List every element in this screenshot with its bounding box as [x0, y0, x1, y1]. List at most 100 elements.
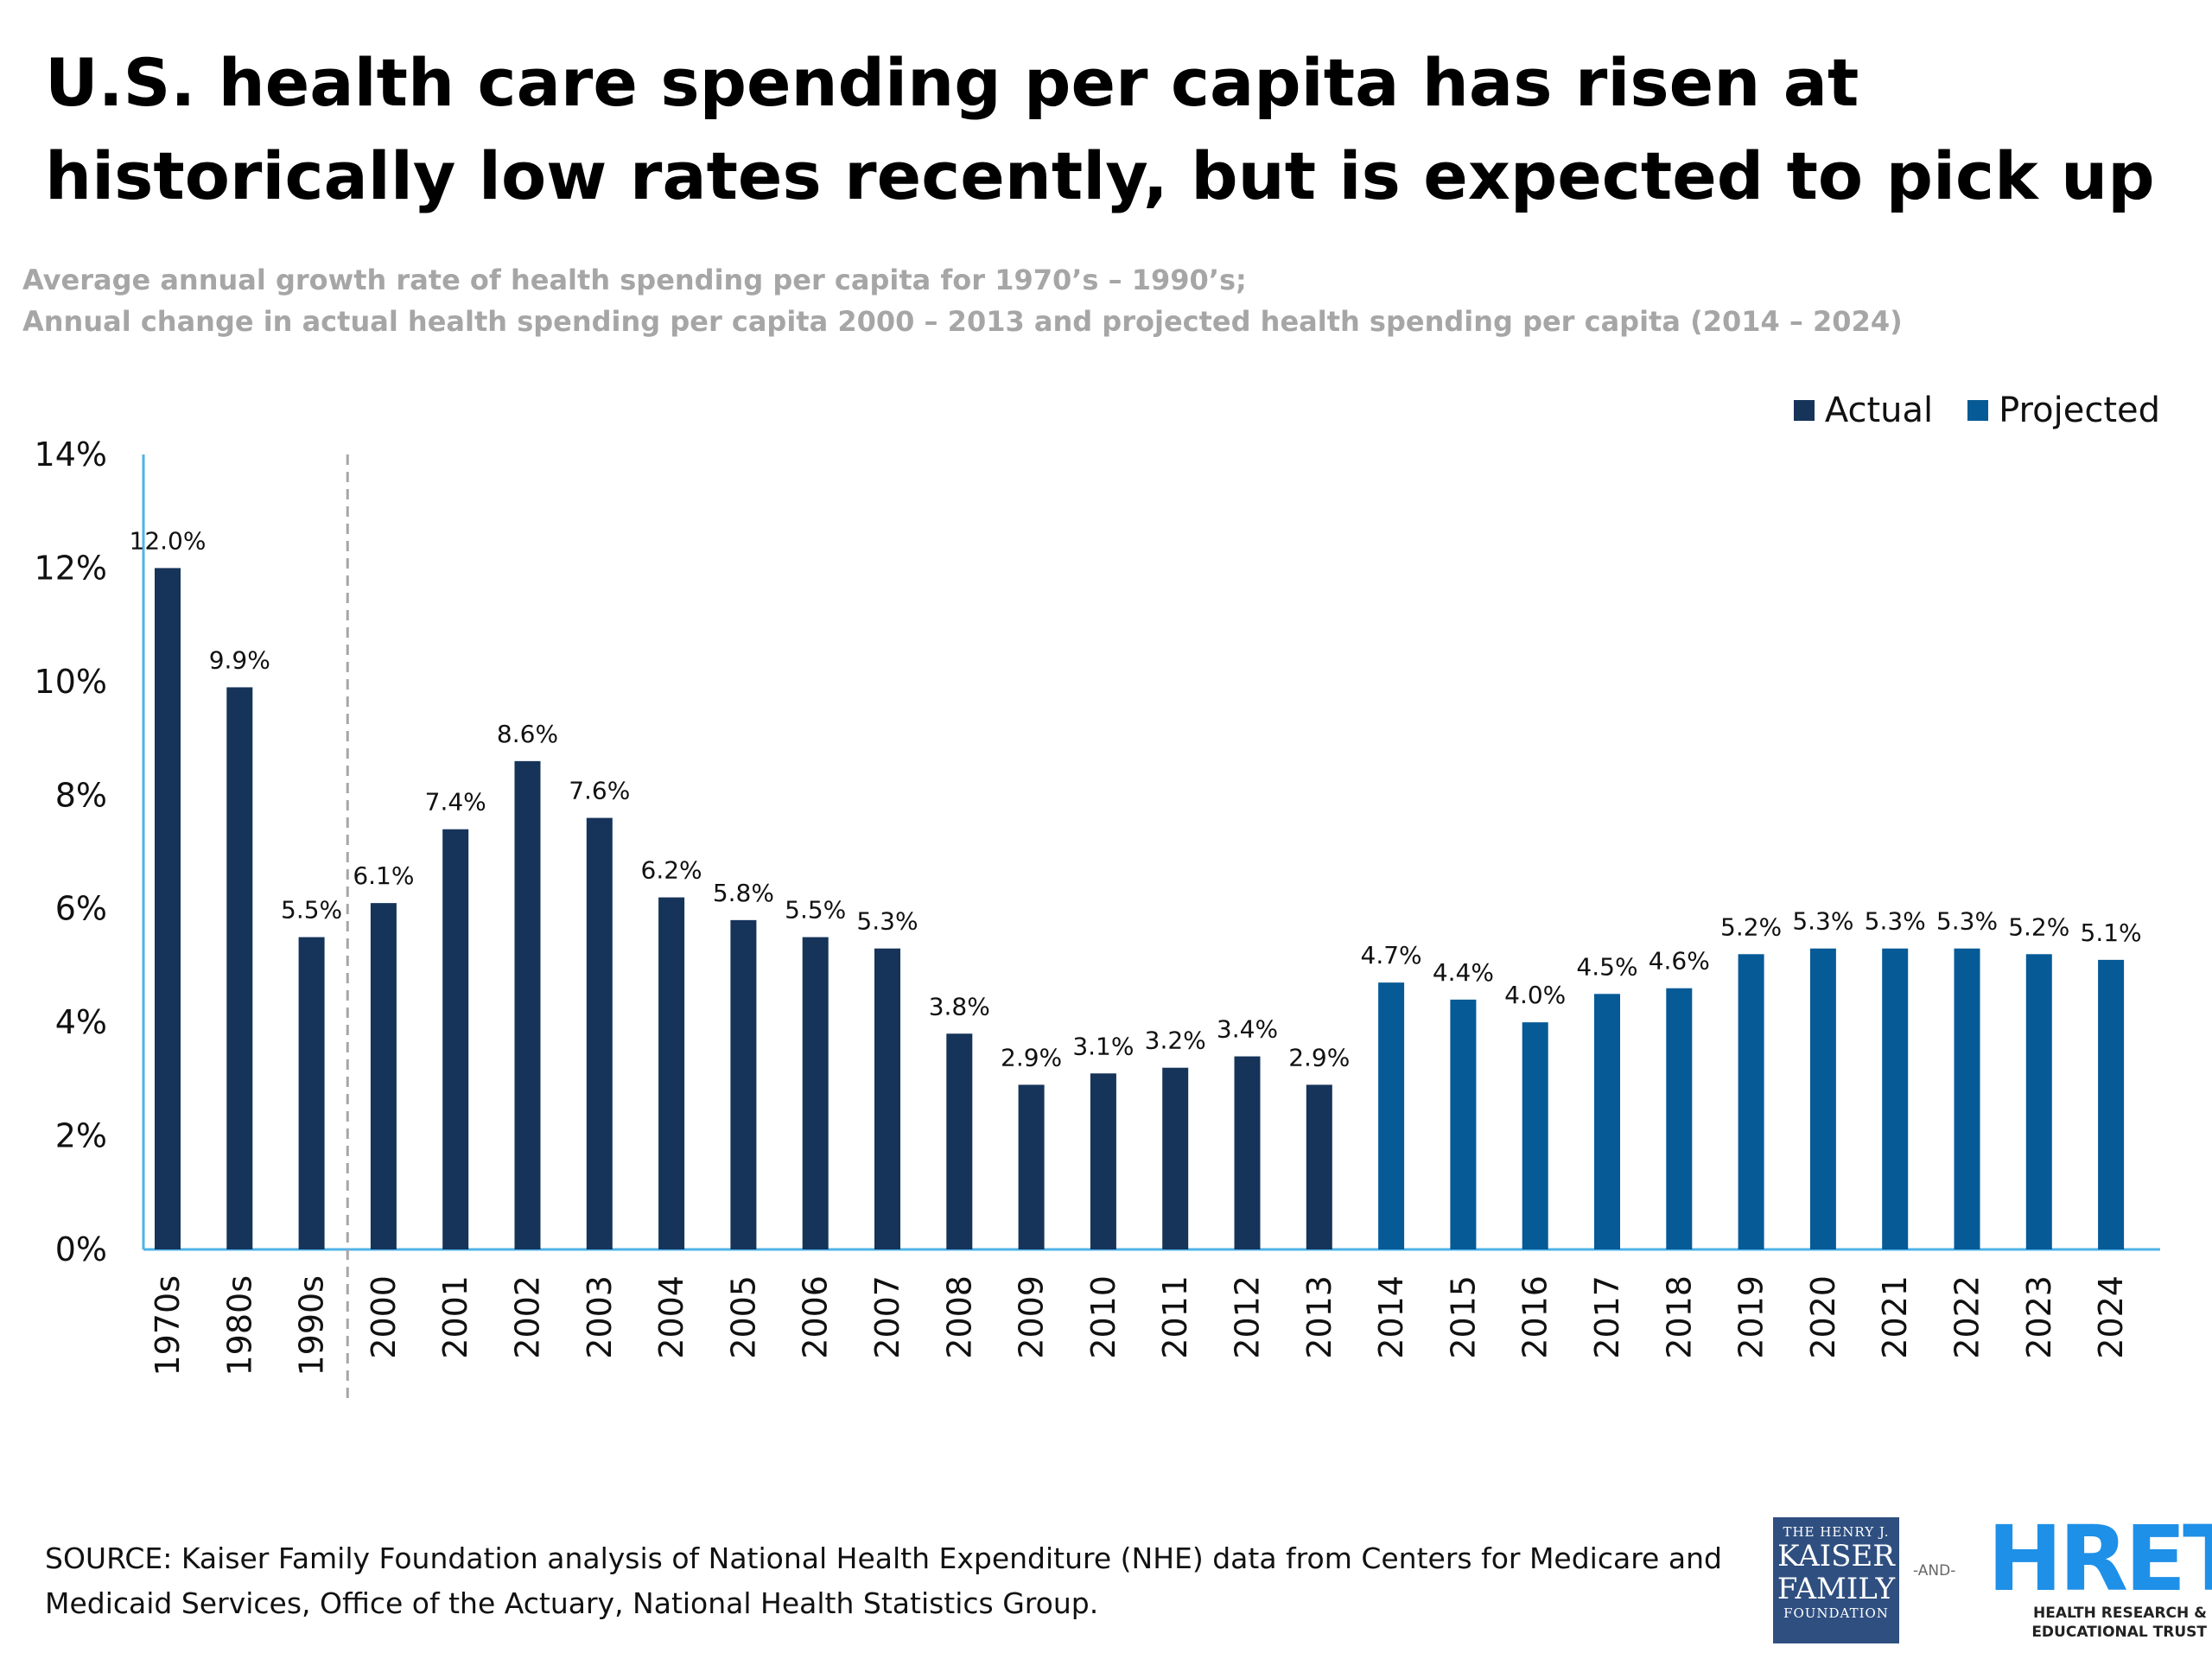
bar-2021: [1882, 948, 1909, 1249]
legend-item-projected: Projected: [1967, 391, 2160, 430]
kff-logo-line-2: KAISER: [1777, 1539, 1895, 1573]
data-label-2022: 5.3%: [1936, 907, 1998, 936]
x-tick-label-2023: 2023: [2020, 1275, 2058, 1359]
y-tick-label: 2%: [55, 1117, 107, 1155]
y-tick-label: 14%: [35, 435, 107, 474]
y-tick-label: 10%: [35, 663, 107, 701]
bar-2019: [1738, 954, 1764, 1249]
data-label-2011: 3.2%: [1145, 1027, 1206, 1055]
data-label-2020: 5.3%: [1792, 907, 1853, 936]
x-tick-label-2017: 2017: [1588, 1275, 1626, 1359]
x-tick-label-2019: 2019: [1732, 1275, 1770, 1359]
bar-2014: [1378, 982, 1405, 1249]
data-label-2012: 3.4%: [1217, 1015, 1278, 1044]
data-label-1990s: 5.5%: [281, 896, 342, 925]
data-label-2023: 5.2%: [2008, 912, 2069, 941]
bar-2008: [946, 1033, 973, 1249]
data-label-2021: 5.3%: [1865, 907, 1926, 936]
chart-subtitle: Average annual growth rate of health spe…: [22, 259, 2139, 342]
bar-2010: [1090, 1073, 1116, 1249]
data-label-2014: 4.7%: [1361, 941, 1422, 969]
bar-2009: [1018, 1084, 1045, 1249]
x-tick-label-2022: 2022: [1948, 1275, 1986, 1359]
x-tick-label-2009: 2009: [1013, 1275, 1051, 1359]
data-label-2000: 6.1%: [353, 861, 414, 890]
data-label-2017: 4.5%: [1576, 952, 1637, 981]
data-label-2019: 5.2%: [1720, 912, 1782, 941]
data-label-2007: 5.3%: [856, 907, 918, 936]
x-tick-label-2012: 2012: [1229, 1275, 1267, 1359]
data-label-2010: 3.1%: [1072, 1032, 1134, 1060]
bar-2003: [586, 817, 613, 1249]
source-note: SOURCE: Kaiser Family Foundation analysi…: [45, 1541, 1722, 1620]
x-tick-label-1970s: 1970s: [149, 1275, 187, 1376]
data-label-2016: 4.0%: [1504, 981, 1566, 1009]
x-tick-label-2004: 2004: [652, 1275, 690, 1359]
legend-label-actual: Actual: [1824, 391, 1934, 430]
bar-2001: [442, 829, 469, 1249]
data-label-1980s: 9.9%: [209, 645, 270, 674]
bar-2002: [514, 760, 541, 1249]
x-tick-label-1990s: 1990s: [293, 1275, 331, 1376]
legend-label-projected: Projected: [1999, 391, 2160, 430]
bar-2023: [2025, 954, 2052, 1249]
kff-logo-line-3: FAMILY: [1777, 1572, 1896, 1606]
y-tick-label: 4%: [55, 1003, 107, 1041]
data-label-2024: 5.1%: [2081, 918, 2142, 947]
data-label-2003: 7.6%: [569, 777, 630, 805]
bar-2006: [802, 937, 829, 1249]
y-tick-label: 6%: [55, 890, 107, 928]
subtitle-line-1: Average annual growth rate of health spe…: [22, 264, 1247, 296]
x-tick-label-2000: 2000: [365, 1275, 403, 1359]
bar-2022: [1954, 948, 1980, 1249]
x-tick-label-2013: 2013: [1300, 1275, 1338, 1359]
legend-swatch-projected: [1967, 400, 1989, 421]
x-tick-label-2016: 2016: [1516, 1275, 1554, 1359]
bar-2000: [370, 903, 397, 1249]
data-label-2018: 4.6%: [1649, 947, 1710, 976]
x-tick-label-2001: 2001: [436, 1275, 474, 1359]
bar-2007: [874, 948, 900, 1249]
legend-item-actual: Actual: [1793, 391, 1934, 430]
x-tick-label-2011: 2011: [1156, 1275, 1194, 1359]
data-label-2015: 4.4%: [1433, 958, 1494, 987]
data-label-2008: 3.8%: [929, 992, 990, 1020]
x-tick-label-2008: 2008: [940, 1275, 978, 1359]
x-tick-label-2010: 2010: [1084, 1275, 1122, 1359]
bar-2017: [1594, 994, 1620, 1249]
x-tick-label-2005: 2005: [724, 1275, 762, 1359]
data-label-2009: 2.9%: [1001, 1043, 1062, 1071]
bar-1980s: [226, 687, 253, 1249]
bar-2020: [1809, 948, 1836, 1249]
chart-legend: Actual Projected: [1793, 391, 2160, 430]
y-tick-label: 0%: [55, 1230, 107, 1268]
hret-logo: HRET HEALTH RESEARCH & EDUCATIONAL TRUST: [1987, 1506, 2212, 1652]
bar-2004: [658, 897, 685, 1249]
bar-2011: [1162, 1067, 1189, 1249]
data-label-2002: 8.6%: [497, 720, 558, 748]
x-tick-label-2002: 2002: [509, 1275, 547, 1359]
bar-2013: [1306, 1084, 1332, 1249]
logo-and-separator: -AND-: [1913, 1562, 1956, 1580]
subtitle-line-2: Annual change in actual health spending …: [22, 305, 1903, 338]
kff-logo-line-1: THE HENRY J.: [1783, 1524, 1890, 1540]
x-tick-label-2024: 2024: [2092, 1275, 2130, 1359]
x-tick-label-2006: 2006: [797, 1275, 835, 1359]
x-tick-label-1980s: 1980s: [220, 1275, 258, 1376]
bar-1990s: [298, 937, 325, 1249]
data-label-2001: 7.4%: [425, 788, 486, 817]
bar-2016: [1522, 1022, 1548, 1249]
data-label-2006: 5.5%: [785, 896, 846, 925]
hret-logo-mark: HRET: [1987, 1506, 2212, 1611]
data-label-2005: 5.8%: [713, 879, 774, 907]
data-label-2004: 6.2%: [641, 856, 702, 885]
x-tick-label-2020: 2020: [1804, 1275, 1842, 1359]
x-tick-label-2021: 2021: [1876, 1275, 1914, 1359]
bar-2012: [1234, 1056, 1261, 1249]
data-label-1970s: 12.0%: [130, 526, 207, 555]
x-tick-label-2003: 2003: [581, 1275, 619, 1359]
hret-logo-tag-1: HEALTH RESEARCH &: [2032, 1605, 2207, 1622]
data-label-2013: 2.9%: [1288, 1043, 1350, 1071]
bar-2015: [1450, 999, 1477, 1249]
bar-1970s: [155, 568, 181, 1249]
